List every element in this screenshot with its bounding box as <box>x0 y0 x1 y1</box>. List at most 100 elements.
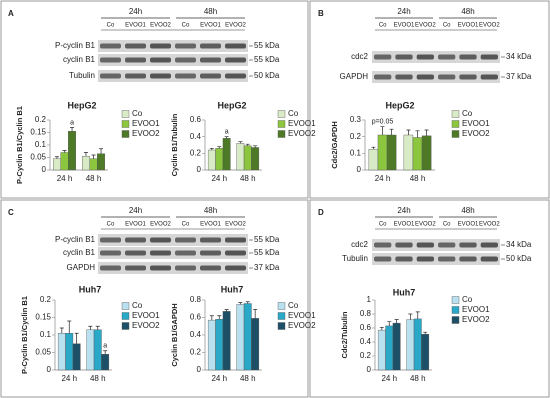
blot-band <box>125 73 146 79</box>
bar <box>386 134 397 171</box>
error-bar <box>59 327 64 334</box>
y-tick-label: 0.8 <box>190 295 202 304</box>
blot-band <box>225 57 246 63</box>
y-tick-label: 0.05 <box>35 348 51 357</box>
row-label: cyclin B1 <box>63 248 96 257</box>
bar <box>222 138 231 171</box>
row-label: cdc2 <box>351 240 368 249</box>
panel-letter: B <box>318 9 324 18</box>
chart-title: Huh7 <box>79 284 102 294</box>
legend-label: Co <box>288 301 299 310</box>
bar <box>251 147 260 171</box>
x-tick-label: 24 h <box>211 174 227 183</box>
error-bar <box>83 152 88 157</box>
x-tick-label: 24 h <box>375 174 391 183</box>
lane-label: EVOO2 <box>479 23 500 29</box>
bar <box>421 334 430 371</box>
legend-label: Co <box>132 109 143 118</box>
legend-label: EVOO1 <box>288 311 316 320</box>
chart-title: HepG2 <box>385 100 414 110</box>
legend-label: Co <box>288 109 299 118</box>
error-bar <box>423 331 428 335</box>
error-bar <box>67 320 72 334</box>
x-tick-label: 24 h <box>57 174 73 183</box>
panel-letter: D <box>318 208 324 217</box>
blot-band <box>200 265 221 271</box>
blot-band <box>125 265 146 271</box>
lane-label: EVOO1 <box>125 222 146 228</box>
blot-band <box>438 256 456 262</box>
panel-frame <box>0 0 309 199</box>
blot-band <box>225 250 246 256</box>
blot-band <box>225 43 246 49</box>
y-axis-label: Cyclin B1/Tubulin <box>170 113 179 176</box>
blot-band <box>459 74 477 80</box>
chart-title: Huh7 <box>221 284 244 294</box>
blot-band <box>200 250 221 256</box>
y-tick-label: 0.6 <box>190 115 202 124</box>
blot-band <box>175 237 196 243</box>
legend-swatch <box>121 120 130 128</box>
error-bar <box>245 143 250 146</box>
bar <box>236 143 245 171</box>
error-bar <box>95 325 100 330</box>
error-bar <box>406 129 411 135</box>
kda-label: 50 kDa <box>254 71 280 80</box>
annotation: a <box>225 129 229 136</box>
time-label: 48h <box>204 7 217 16</box>
blot-band <box>100 73 121 79</box>
kda-label: 55 kDa <box>254 41 280 50</box>
x-tick-label: 48 h <box>410 174 426 183</box>
blot-band <box>438 74 456 80</box>
blot-band <box>125 43 146 49</box>
row-label: P-cyclin B1 <box>55 41 96 50</box>
y-tick-label: 0 <box>367 365 372 374</box>
error-bar <box>389 128 394 135</box>
blot-band <box>480 54 498 60</box>
y-axis-label: P-Cyclin B1/Cyclin B1 <box>15 106 24 184</box>
lane-label: EVOO1 <box>458 23 479 29</box>
blot-band <box>100 250 121 256</box>
bar <box>222 311 231 371</box>
blot-band <box>374 256 392 262</box>
bar <box>215 148 224 171</box>
legend-swatch <box>277 110 286 118</box>
time-label: 24h <box>129 7 142 16</box>
legend-swatch <box>121 110 130 118</box>
bar <box>403 134 414 171</box>
bar <box>207 149 216 171</box>
legend-label: EVOO1 <box>462 119 490 128</box>
row-label: GAPDH <box>67 263 96 272</box>
lane-label: EVOO1 <box>125 23 146 29</box>
x-tick-label: 24 h <box>381 374 397 383</box>
x-tick-label: 48 h <box>240 174 256 183</box>
legend-label: Co <box>132 301 143 310</box>
blot-band <box>416 256 434 262</box>
y-tick-label: 0.15 <box>35 313 51 322</box>
lane-label: EVOO2 <box>150 222 171 228</box>
blot-band <box>175 43 196 49</box>
error-bar <box>70 127 75 132</box>
y-tick-label: 0.2 <box>35 115 47 124</box>
y-tick-label: 0.6 <box>360 323 372 332</box>
kda-label: 55 kDa <box>254 235 280 244</box>
bar <box>236 304 245 371</box>
bar <box>385 325 394 371</box>
legend-label: EVOO2 <box>288 321 316 330</box>
blot-band <box>150 57 171 63</box>
y-tick-label: 0.2 <box>190 348 202 357</box>
lane-label: EVOO1 <box>458 222 479 228</box>
panel-letter: C <box>8 208 14 217</box>
blot-strip <box>98 262 248 274</box>
blot-band <box>438 242 456 248</box>
bar <box>368 148 379 171</box>
lane-label: EVOO1 <box>394 23 415 29</box>
y-axis-label: P-Cyclin B1/Cyclin B1 <box>20 296 29 374</box>
legend-label: EVOO2 <box>462 315 490 324</box>
kda-label: 50 kDa <box>506 254 532 263</box>
legend-swatch <box>451 316 460 324</box>
bar <box>65 333 74 371</box>
kda-label: 37 kDa <box>254 263 280 272</box>
bar <box>421 135 432 171</box>
row-label: Tubulin <box>342 254 368 263</box>
